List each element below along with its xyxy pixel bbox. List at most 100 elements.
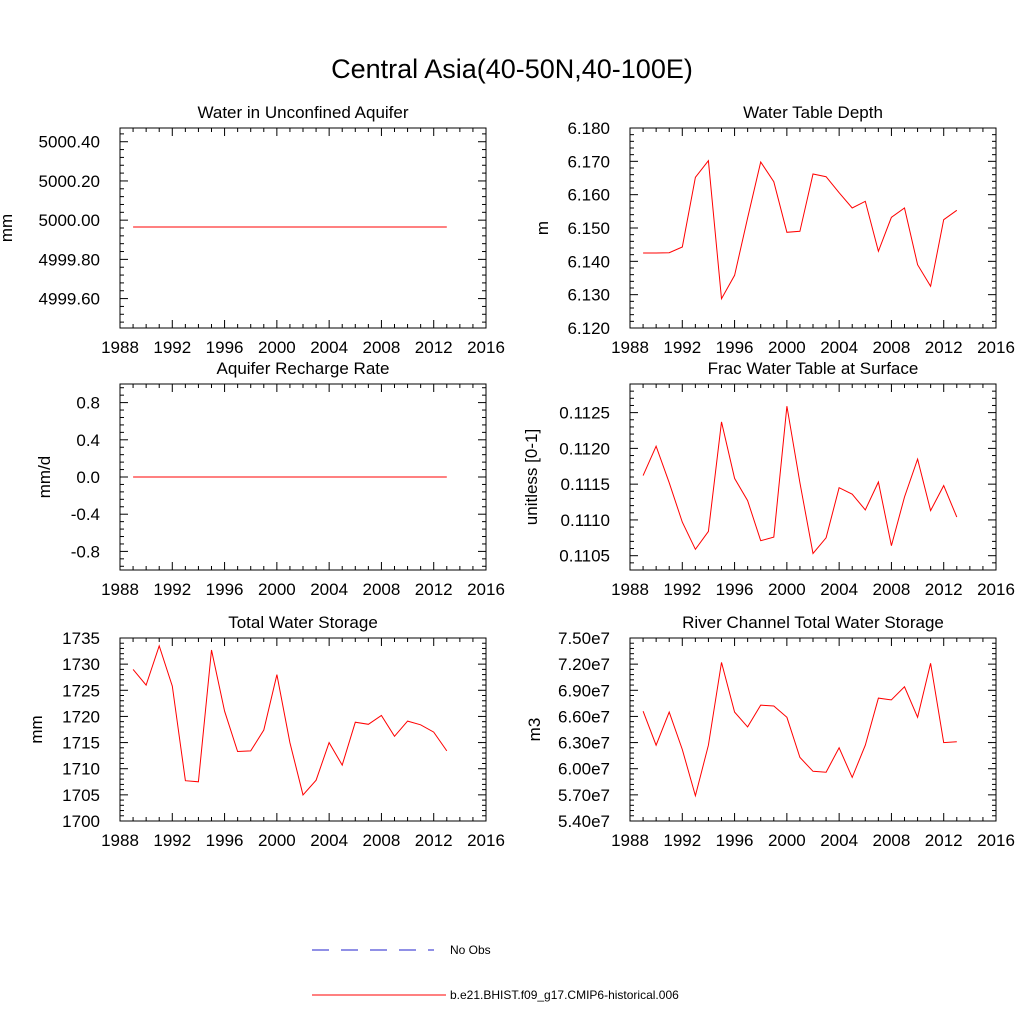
x-tick-label: 2016 (467, 580, 505, 599)
y-tick-label: 0.4 (76, 431, 100, 450)
y-tick-label: 5.70e7 (558, 786, 610, 805)
y-tick-label: 6.170 (567, 152, 610, 171)
y-tick-label: -0.4 (71, 505, 100, 524)
x-tick-label: 2000 (768, 338, 806, 357)
y-tick-label: 7.20e7 (558, 655, 610, 674)
x-tick-label: 2008 (363, 831, 401, 850)
y-tick-label: 6.120 (567, 319, 610, 338)
x-tick-label: 1988 (611, 580, 649, 599)
x-tick-label: 2016 (977, 338, 1015, 357)
y-tick-label: 1705 (62, 786, 100, 805)
y-tick-label: 6.140 (567, 252, 610, 271)
y-tick-label: 1710 (62, 760, 100, 779)
x-tick-label: 2008 (873, 338, 911, 357)
x-tick-label: 1996 (716, 831, 754, 850)
y-tick-label: 1720 (62, 707, 100, 726)
x-tick-label: 2012 (925, 831, 963, 850)
y-tick-label: 1715 (62, 734, 100, 753)
x-tick-label: 1992 (153, 338, 191, 357)
y-tick-label: 0.1115 (561, 475, 610, 494)
y-tick-label: 5.40e7 (558, 812, 610, 831)
x-tick-label: 2004 (310, 338, 348, 357)
x-tick-label: 1996 (206, 831, 244, 850)
x-tick-label: 1988 (611, 338, 649, 357)
series-line (642, 406, 958, 555)
x-tick-label: 2012 (925, 580, 963, 599)
panel-title: Frac Water Table at Surface (708, 359, 919, 378)
x-tick-label: 1996 (206, 580, 244, 599)
panel-title: Water Table Depth (743, 103, 883, 122)
y-tick-label: 1725 (62, 681, 100, 700)
y-axis-label: mm (27, 715, 46, 743)
x-tick-label: 2000 (768, 580, 806, 599)
y-tick-label: 1730 (62, 655, 100, 674)
plot-frame (629, 383, 997, 571)
series-line (643, 159, 958, 301)
y-tick-label: -0.8 (71, 542, 100, 561)
panel-title: Total Water Storage (228, 613, 378, 632)
x-tick-label: 1992 (153, 831, 191, 850)
x-tick-label: 2000 (768, 831, 806, 850)
y-tick-label: 0.1105 (559, 547, 610, 566)
y-tick-label: 6.90e7 (558, 681, 610, 700)
y-axis-label: unitless [0-1] (522, 429, 541, 525)
x-tick-label: 1992 (663, 831, 701, 850)
x-tick-label: 2008 (873, 831, 911, 850)
y-axis-label: mm (0, 214, 16, 242)
y-tick-label: 0.8 (76, 394, 100, 413)
y-tick-label: 6.150 (567, 219, 610, 238)
x-tick-label: 2008 (363, 580, 401, 599)
y-tick-label: 6.30e7 (558, 734, 610, 753)
y-tick-label: 7.50e7 (558, 629, 610, 648)
y-axis-label: m3 (525, 718, 544, 742)
x-tick-label: 1992 (153, 580, 191, 599)
x-tick-label: 1996 (716, 580, 754, 599)
x-tick-label: 2008 (873, 580, 911, 599)
y-tick-label: 1700 (62, 812, 100, 831)
x-tick-label: 1996 (206, 338, 244, 357)
plot-frame (119, 127, 487, 329)
y-tick-label: 6.130 (567, 286, 610, 305)
x-tick-label: 2016 (977, 580, 1015, 599)
x-tick-label: 1988 (101, 338, 139, 357)
chart-panel-4: 1988 1992 1996 2000 2004 2008 2012 2016 0.1105 0.… (522, 359, 1015, 599)
x-tick-label: 2012 (415, 580, 453, 599)
x-tick-label: 2012 (925, 338, 963, 357)
series-line (132, 644, 448, 796)
y-tick-label: 6.60e7 (558, 707, 610, 726)
x-tick-label: 1992 (663, 580, 701, 599)
x-tick-label: 2016 (977, 831, 1015, 850)
panel-title: Water in Unconfined Aquifer (197, 103, 408, 122)
legend-obs-label: No Obs (450, 943, 491, 957)
panel-title: Aquifer Recharge Rate (217, 359, 390, 378)
legend-obs-line (312, 949, 434, 951)
x-tick-label: 2012 (415, 831, 453, 850)
x-tick-label: 2004 (310, 580, 348, 599)
x-tick-label: 2000 (258, 831, 296, 850)
x-tick-label: 2016 (467, 338, 505, 357)
x-tick-label: 2012 (415, 338, 453, 357)
y-tick-label: 5000.00 (39, 211, 100, 230)
plot-frame (629, 127, 997, 329)
x-tick-label: 2004 (310, 831, 348, 850)
y-tick-label: 4999.60 (39, 290, 100, 309)
y-tick-label: 5000.20 (39, 172, 100, 191)
x-tick-label: 2004 (820, 338, 858, 357)
y-tick-label: 6.180 (567, 119, 610, 138)
x-tick-label: 1988 (101, 580, 139, 599)
series-line (642, 662, 957, 798)
y-tick-label: 0.1125 (559, 404, 610, 423)
chart-panel-2: 1988 1992 1996 2000 2004 2008 2012 2016 6.120 6.1… (533, 103, 1015, 357)
x-tick-label: 2000 (258, 338, 296, 357)
figure-title: Central Asia(40-50N,40-100E) (331, 54, 693, 84)
y-tick-label: 0.0 (76, 468, 100, 487)
y-axis-label: m (533, 221, 552, 235)
x-tick-label: 2004 (820, 831, 858, 850)
chart-panel-1: 1988 1992 1996 2000 2004 2008 2012 2016 4999.60 4… (0, 103, 505, 357)
legend-model-line (312, 994, 446, 996)
y-tick-label: 1735 (62, 629, 100, 648)
chart-panel-6: 1988 1992 1996 2000 2004 2008 2012 2016 5.40e7 5.… (525, 613, 1015, 850)
panel-title: River Channel Total Water Storage (682, 613, 944, 632)
